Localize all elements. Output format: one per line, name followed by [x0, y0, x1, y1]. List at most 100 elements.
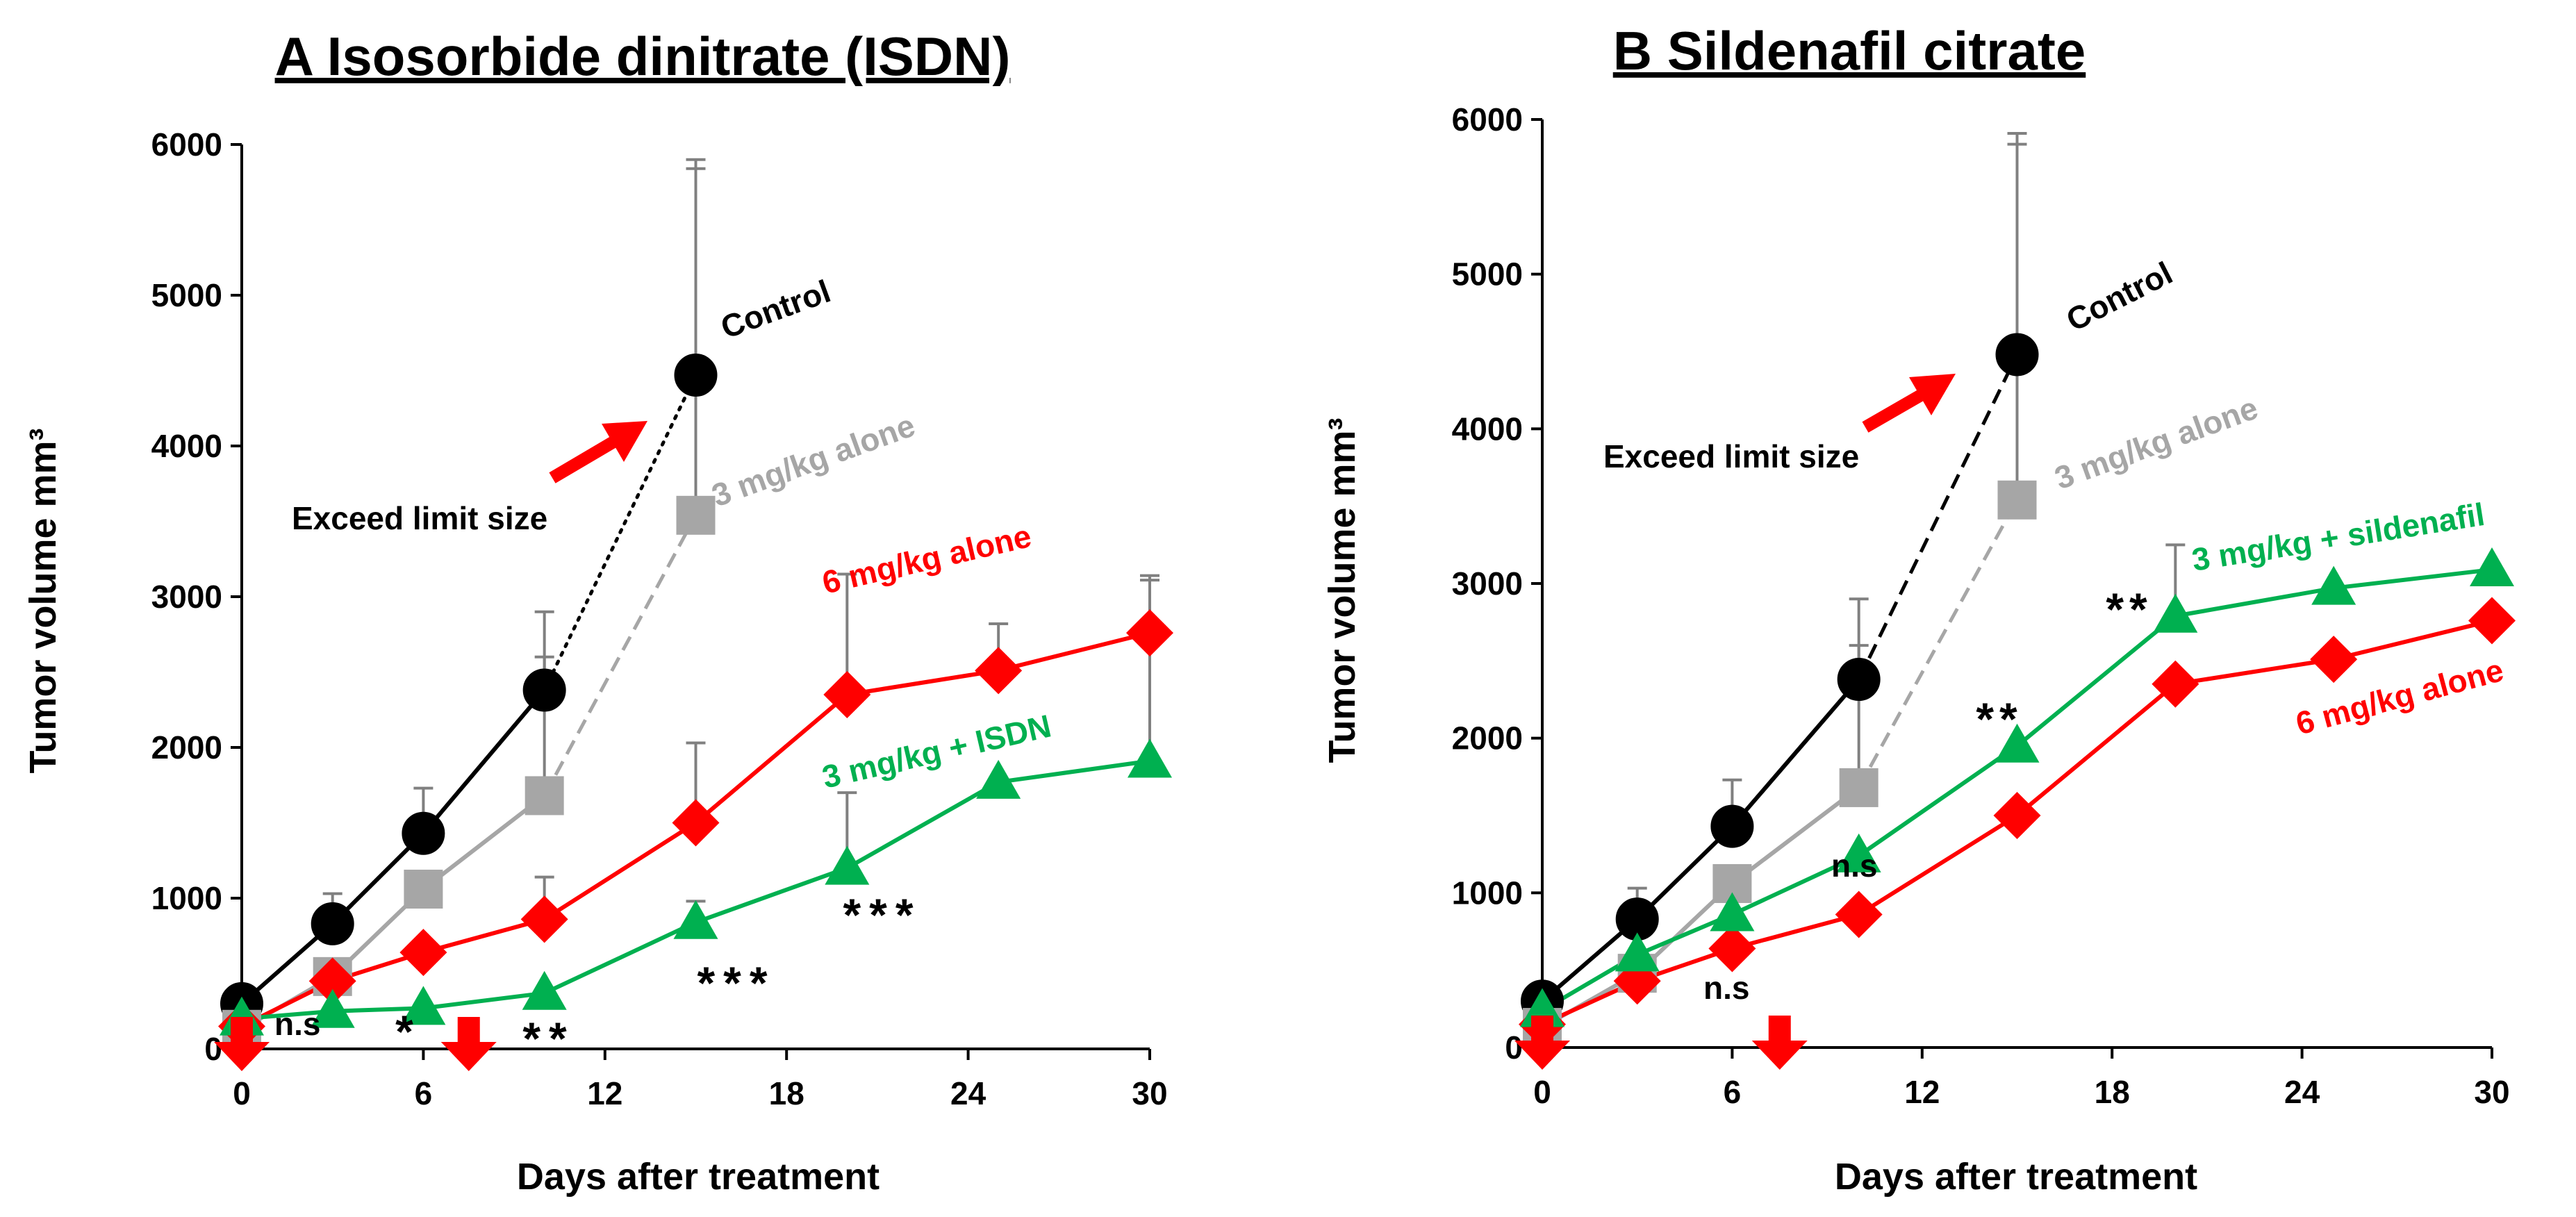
panel-b-6-mg-kg-alone-point — [2152, 660, 2199, 708]
panel-b-6-mg-kg-alone-line-segment — [1731, 912, 1860, 951]
panel-a-exceed-arrow — [549, 421, 647, 483]
panel-a-6-mg-kg-alone-line-segment — [846, 668, 999, 697]
panel-b-3-mg-kg-alone-point — [1839, 768, 1879, 807]
panel-b-3-mg-kg-alone-line-segment — [1857, 499, 2019, 789]
panel-a-6-mg-kg-alone-line-segment — [998, 631, 1150, 673]
panel-a-label-control: Control — [716, 273, 835, 346]
panel-b-control-line-segment — [1635, 825, 1734, 921]
panel-a-sig-day3: n.s — [274, 1006, 320, 1042]
panel-a-3-mg-kg-isdn-line-segment — [332, 1006, 424, 1013]
panel-a-x-tick-label: 24 — [950, 1075, 986, 1111]
panel-a-control-point — [311, 902, 354, 945]
panel-b-3-mg-kg-sildenafil-line-segment — [1857, 744, 2019, 858]
panel-b-3-mg-kg-sildenafil-point — [1710, 892, 1755, 932]
panel-a-3-mg-kg-alone-line-segment — [543, 514, 697, 797]
panel-b-x-tick-label: 12 — [1904, 1074, 1940, 1110]
panel-a-sig-day10: ** — [522, 1013, 575, 1064]
panel-a-3-mg-kg-isdn-point — [401, 986, 446, 1025]
panel-a-x-tick-label: 0 — [233, 1075, 251, 1111]
panel-a-6-mg-kg-alone-point — [520, 895, 568, 943]
panel-b-x-tick-label: 24 — [2284, 1074, 2320, 1110]
panel-b-y-tick-label: 5000 — [1452, 256, 1523, 292]
panel-a-6-mg-kg-alone-point — [672, 799, 720, 847]
panel-a-y-tick-label: 0 — [204, 1031, 222, 1067]
panel-a-treatment-arrow — [440, 1017, 497, 1071]
panel-a-6-mg-kg-alone-point — [823, 671, 871, 719]
panel-b-3-mg-kg-alone-line-segment — [1731, 786, 1860, 886]
panel-a-isdn-chart: A Isosorbide dinitrate (ISDN) Days after… — [22, 26, 1173, 1198]
panel-b-3-mg-kg-sildenafil-line-segment — [2174, 586, 2334, 618]
panel-b-y-tick-label: 1000 — [1452, 875, 1523, 911]
panel-a-y-axis-label: Tumor volume mm³ — [22, 428, 64, 773]
panel-a-sig-day6: * — [395, 1006, 413, 1057]
panel-a-title: A Isosorbide dinitrate (ISDN) — [275, 26, 1011, 87]
panel-b-label-exceed-limit: Exceed limit size — [1603, 438, 1859, 474]
panel-a-x-tick-label: 18 — [769, 1075, 804, 1111]
panel-b-label-control: Control — [2061, 254, 2178, 338]
panel-b-sig-day19: ** — [2106, 583, 2152, 635]
panel-a-label-3mg-alone: 3 mg/kg alone — [707, 407, 920, 514]
panel-b-sig-day15: ** — [1976, 693, 2022, 745]
panel-b-x-tick-label: 30 — [2474, 1074, 2509, 1110]
panel-a-3-mg-kg-isdn-line-segment — [695, 866, 848, 925]
panel-a-label-6mg-alone: 6 mg/kg alone — [819, 518, 1035, 601]
panel-b-x-tick-label: 6 — [1724, 1074, 1742, 1110]
panel-a-6-mg-kg-alone-line-segment — [422, 917, 545, 955]
panel-b-sig-day10: n.s — [1831, 847, 1877, 884]
panel-b-x-tick-label: 0 — [1533, 1074, 1551, 1110]
panel-b-6-mg-kg-alone-line-segment — [2015, 682, 2177, 818]
panel-a-control-line-segment — [422, 688, 546, 835]
panel-b-control-point — [1710, 804, 1754, 848]
panel-a-3-mg-kg-isdn-point — [976, 759, 1021, 799]
panel-a-sig-day20: *** — [843, 889, 921, 941]
panel-b-title: B Sildenafil citrate — [1613, 20, 2086, 81]
panel-b-3-mg-kg-sildenafil-point — [2311, 565, 2356, 605]
panel-a-6-mg-kg-alone-line-segment — [694, 693, 849, 825]
panel-b-6-mg-kg-alone-point — [1835, 891, 1883, 938]
panel-b-3-mg-kg-sildenafil-point — [2153, 593, 2198, 633]
panel-b-y-tick-label: 3000 — [1452, 565, 1523, 602]
panel-b-3-mg-kg-sildenafil-point — [1995, 723, 2040, 763]
panel-b-control-point — [1837, 658, 1881, 702]
panel-b-6-mg-kg-alone-line-segment — [1858, 813, 2019, 917]
panel-b-exceed-arrow — [1862, 374, 1956, 433]
panel-a-3-mg-kg-isdn-point — [1128, 738, 1172, 778]
panel-a-x-tick-label: 6 — [415, 1075, 433, 1111]
panel-b-treatment-arrow — [1514, 1016, 1570, 1070]
panel-b-6-mg-kg-alone-line-segment — [2333, 618, 2493, 662]
panel-a-y-tick-label: 2000 — [151, 729, 222, 765]
panel-a-y-tick-label: 1000 — [151, 880, 222, 916]
panel-b-label-3mg-alone: 3 mg/kg alone — [2050, 390, 2263, 497]
panel-b-6-mg-kg-alone-point — [2468, 597, 2516, 645]
panel-b-y-tick-label: 0 — [1505, 1029, 1523, 1066]
panel-a-3-mg-kg-isdn-point — [673, 900, 718, 939]
panel-a-sig-day15: *** — [697, 957, 775, 1009]
panel-b-3-mg-kg-sildenafil-line-segment — [1731, 854, 1860, 917]
panel-a-6-mg-kg-alone-point — [308, 957, 356, 1005]
panel-b-3-mg-kg-sildenafil-point — [2470, 547, 2514, 586]
panel-a-3-mg-kg-isdn-line-segment — [845, 780, 1000, 870]
panel-a-control-line-segment — [543, 373, 697, 693]
panel-b-3-mg-kg-alone-point — [1997, 480, 2037, 520]
panel-a-x-axis-label: Days after treatment — [517, 1156, 880, 1198]
panel-b-y-tick-label: 4000 — [1452, 411, 1523, 447]
panel-a-y-tick-label: 4000 — [151, 428, 222, 464]
panel-b-3-mg-kg-sildenafil-line-segment — [2015, 614, 2177, 748]
panel-b-label-3mg-sildenafil: 3 mg/kg + sildenafil — [2189, 496, 2487, 578]
panel-a-label-3mg-isdn: 3 mg/kg + ISDN — [819, 707, 1055, 795]
panel-a-control-point — [402, 811, 445, 855]
panel-a-6-mg-kg-alone-point — [1126, 609, 1173, 657]
panel-a-3-mg-kg-alone-point — [404, 869, 443, 909]
panel-a-y-tick-label: 6000 — [151, 126, 222, 163]
panel-b-6-mg-kg-alone-line-segment — [2174, 657, 2334, 686]
panel-b-6-mg-kg-alone-point — [2310, 636, 2358, 684]
panel-a-x-tick-label: 12 — [587, 1075, 622, 1111]
panel-a-6-mg-kg-alone-point — [399, 929, 447, 977]
panel-b-y-tick-label: 6000 — [1452, 101, 1523, 138]
panel-a-label-exceed-limit: Exceed limit size — [292, 500, 547, 536]
panel-a-3-mg-kg-alone-line-segment — [422, 794, 546, 891]
panel-a-control-point — [522, 668, 566, 712]
panel-b-sildenafil-chart: B Sildenafil citrate Days after treatmen… — [1321, 20, 2516, 1198]
panel-a-3-mg-kg-isdn-line-segment — [543, 920, 697, 995]
panel-b-y-tick-label: 2000 — [1452, 720, 1523, 756]
